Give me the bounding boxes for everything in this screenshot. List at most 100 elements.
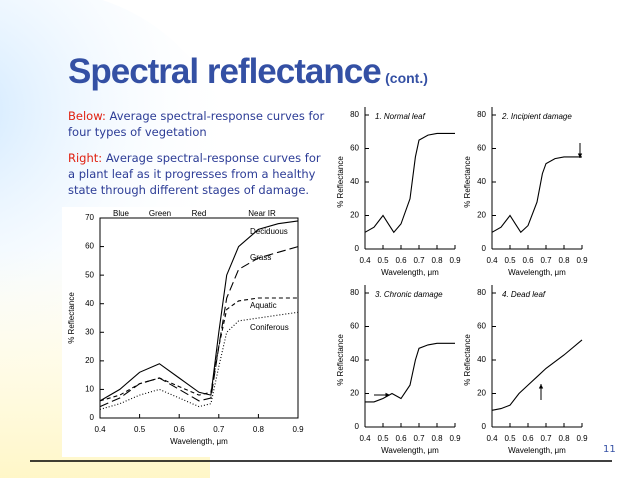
- y-tick-label: 0: [482, 422, 487, 431]
- page-number: 11: [603, 444, 616, 455]
- line-series: [364, 132, 455, 234]
- plot-frame: [99, 217, 299, 419]
- y-tick-label: 60: [477, 322, 486, 331]
- x-tick-label: 0.9: [576, 434, 588, 443]
- chart-title: 3. Chronic damage: [375, 290, 443, 299]
- x-axis-title: Wavelength, μm: [170, 437, 228, 446]
- band-label: Near IR: [248, 209, 276, 218]
- text: Average spectral-response curves for fou…: [68, 109, 325, 139]
- x-tick-label: 0.6: [174, 425, 186, 434]
- band-label: Blue: [113, 209, 130, 218]
- y-tick-label: 0: [90, 413, 95, 422]
- line-series: [99, 297, 298, 402]
- y-tick-label: 80: [350, 110, 359, 119]
- slide-title: Spectral reflectance: [68, 52, 382, 91]
- y-axis-title: % Reflectance: [336, 334, 345, 386]
- series-label: Deciduous: [250, 227, 288, 236]
- y-tick-label: 60: [350, 322, 359, 331]
- y-tick-label: 0: [355, 422, 360, 431]
- label: Right:: [68, 151, 103, 165]
- line-series: [99, 311, 299, 410]
- x-tick-label: 0.6: [522, 256, 534, 265]
- x-tick-label: 0.5: [134, 425, 146, 434]
- x-axis-title: Wavelength, μm: [508, 268, 566, 277]
- y-tick-label: 80: [350, 288, 359, 297]
- x-tick-label: 0.4: [486, 434, 498, 443]
- band-label: Red: [192, 209, 207, 218]
- x-tick-label: 0.9: [449, 434, 461, 443]
- y-tick-label: 30: [85, 327, 94, 336]
- text-block: Right: Average spectral-response curves …: [68, 150, 330, 198]
- y-tick-label: 40: [477, 177, 486, 186]
- x-axis-title: Wavelength, μm: [381, 268, 439, 277]
- x-tick-label: 0.5: [377, 256, 389, 265]
- y-tick-label: 20: [350, 211, 359, 220]
- line-series: [491, 156, 582, 234]
- x-axis-title: Wavelength, μm: [508, 446, 566, 455]
- x-tick-label: 0.9: [449, 256, 461, 265]
- x-tick-label: 0.6: [395, 434, 407, 443]
- y-tick-label: 20: [477, 211, 486, 220]
- label: Below:: [68, 109, 106, 123]
- x-tick-label: 0.7: [213, 425, 225, 434]
- y-tick-label: 0: [482, 244, 487, 253]
- y-axis-title: % Reflectance: [463, 156, 472, 208]
- y-tick-label: 20: [477, 389, 486, 398]
- y-tick-label: 20: [350, 389, 359, 398]
- x-tick-label: 0.8: [558, 434, 570, 443]
- y-tick-label: 40: [350, 355, 359, 364]
- y-tick-label: 0: [355, 244, 360, 253]
- y-tick-label: 80: [477, 110, 486, 119]
- series-label: Aquatic: [250, 301, 277, 310]
- x-tick-label: 0.8: [431, 434, 443, 443]
- arrow-head: [538, 384, 544, 389]
- chart-title: 1. Normal leaf: [375, 112, 426, 121]
- x-tick-label: 0.8: [253, 425, 265, 434]
- x-tick-label: 0.4: [359, 256, 371, 265]
- x-tick-label: 0.5: [377, 434, 389, 443]
- x-tick-label: 0.7: [413, 256, 425, 265]
- y-tick-label: 60: [85, 242, 94, 251]
- y-tick-label: 80: [477, 288, 486, 297]
- x-tick-label: 0.7: [413, 434, 425, 443]
- series-label: Grass: [250, 253, 271, 262]
- title-suffix: (cont.): [385, 70, 428, 86]
- band-label: Green: [149, 209, 171, 218]
- x-tick-label: 0.7: [540, 256, 552, 265]
- arrow-head: [385, 392, 390, 398]
- y-tick-label: 40: [350, 177, 359, 186]
- y-tick-label: 50: [85, 270, 94, 279]
- y-tick-label: 40: [477, 355, 486, 364]
- x-tick-label: 0.4: [486, 256, 498, 265]
- y-tick-label: 40: [85, 299, 94, 308]
- x-tick-label: 0.8: [431, 256, 443, 265]
- chart-title: 2. Incipient damage: [501, 112, 572, 121]
- x-tick-label: 0.4: [359, 434, 371, 443]
- series-label: Coniferous: [250, 323, 289, 332]
- title-block: Spectral reflectance (cont.): [68, 52, 428, 92]
- line-series: [491, 339, 583, 411]
- chart-title: 4. Dead leaf: [502, 290, 546, 299]
- x-axis-title: Wavelength, μm: [381, 446, 439, 455]
- x-tick-label: 0.5: [504, 434, 516, 443]
- text: Average spectral-response curves for a p…: [68, 151, 321, 197]
- y-tick-label: 60: [350, 144, 359, 153]
- y-tick-label: 20: [85, 356, 94, 365]
- arrow-head: [577, 153, 583, 158]
- x-tick-label: 0.6: [522, 434, 534, 443]
- y-axis-title: % Reflectance: [67, 292, 76, 344]
- text-block: Below: Average spectral-response curves …: [68, 108, 330, 140]
- x-tick-label: 0.5: [504, 256, 516, 265]
- line-series: [99, 220, 299, 402]
- line-series: [365, 342, 455, 403]
- x-tick-label: 0.4: [94, 425, 106, 434]
- x-tick-label: 0.7: [540, 434, 552, 443]
- x-tick-label: 0.9: [576, 256, 588, 265]
- y-axis-title: % Reflectance: [336, 156, 345, 208]
- chart-panel: [336, 100, 596, 458]
- y-axis-title: % Reflectance: [463, 334, 472, 386]
- y-tick-label: 70: [85, 213, 94, 222]
- y-tick-label: 60: [477, 144, 486, 153]
